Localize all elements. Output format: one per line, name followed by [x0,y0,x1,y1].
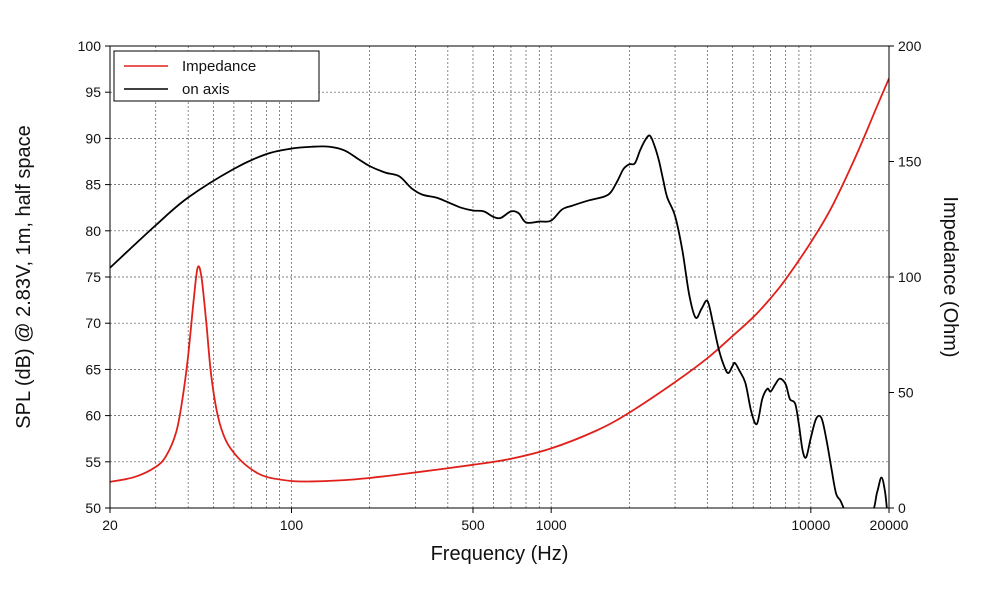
x-tick-label: 20000 [870,517,909,533]
left-tick-label: 50 [85,500,101,516]
legend-label-on-axis: on axis [182,81,230,98]
left-tick-label: 100 [78,38,102,54]
right-axis-ticks: 0 50 100 150 200 [889,38,922,516]
right-axis-title: Impedance (Ohm) [939,196,961,357]
right-tick-label: 50 [898,385,914,401]
legend-box [113,50,320,102]
plot-area [110,77,889,508]
grid [110,46,889,508]
left-tick-label: 95 [85,84,101,100]
right-tick-label: 0 [898,500,906,516]
left-tick-label: 65 [85,361,101,377]
right-tick-label: 200 [898,38,922,54]
x-axis-ticks: 20 100 500 1000 10000 20000 [102,508,909,533]
left-axis-ticks: 50 55 60 65 70 75 80 85 90 95 100 [78,38,110,516]
legend-label-impedance: Impedance [182,58,256,75]
x-tick-label: 100 [280,517,304,533]
left-tick-label: 60 [85,408,101,424]
x-tick-label: 500 [461,517,485,533]
left-tick-label: 80 [85,223,101,239]
left-tick-label: 75 [85,269,101,285]
right-tick-label: 100 [898,269,922,285]
x-tick-label: 10000 [791,517,830,533]
series-line-on-axis [110,134,888,508]
x-tick-label: 1000 [536,517,567,533]
left-axis-title: SPL (dB) @ 2.83V, 1m, half space [13,125,35,428]
left-tick-label: 55 [85,454,101,470]
left-tick-label: 70 [85,315,101,331]
x-tick-label: 20 [102,517,118,533]
legend: Impedance on axis [113,50,320,102]
right-tick-label: 150 [898,154,922,170]
left-tick-label: 90 [85,130,101,146]
left-tick-label: 85 [85,177,101,193]
x-axis-title: Frequency (Hz) [431,543,569,565]
series-line-impedance [110,77,889,483]
